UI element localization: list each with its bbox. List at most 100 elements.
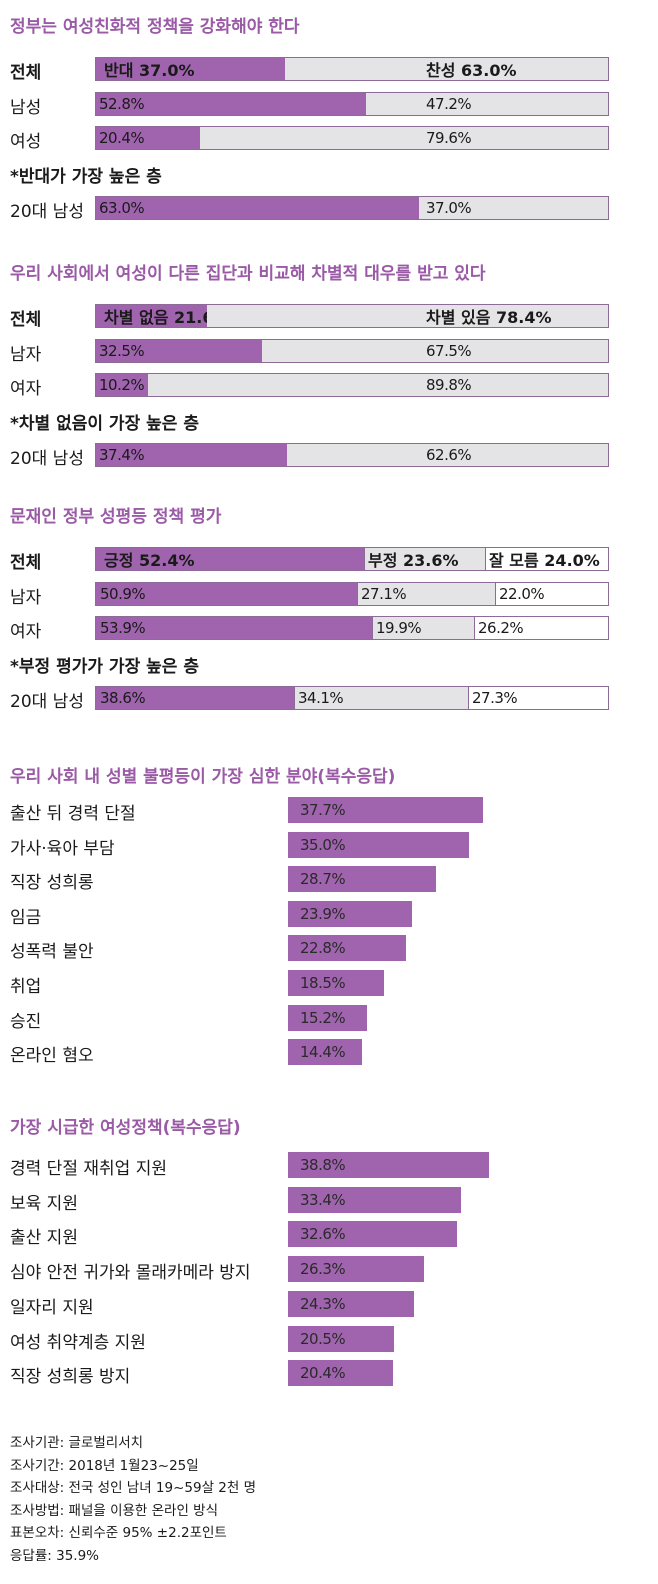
ranking-value-label: 35.0%: [300, 836, 346, 854]
ranking-bar: [288, 1152, 489, 1178]
bar-segment-3: [468, 687, 608, 709]
bar-segment-2: [200, 127, 608, 149]
bar-value-label: 20.4%: [99, 129, 145, 147]
survey-info-line: 조사기간: 2018년 1월23~25일: [10, 1457, 199, 1474]
ranking-label: 성폭력 불안: [10, 942, 94, 962]
ranking-value-label: 23.9%: [300, 905, 346, 923]
bar-value-label: 38.6%: [100, 689, 146, 707]
row-label: 전체: [10, 310, 42, 330]
bar-segment-1: [96, 617, 372, 639]
survey-info-line: 응답률: 35.9%: [10, 1547, 99, 1564]
ranking-value-label: 26.3%: [300, 1260, 346, 1278]
stacked-bar: 반대 37.0% 찬성 63.0%: [95, 57, 609, 81]
ranking-label: 출산 뒤 경력 단절: [10, 804, 136, 824]
bar-segment-2: [357, 583, 496, 605]
stacked-bar: 긍정 52.4% 부정 23.6% 잘 모름 24.0%: [95, 547, 609, 571]
ranking-value-label: 18.5%: [300, 974, 346, 992]
section-note: *부정 평가가 가장 높은 층: [10, 657, 199, 677]
ranking-bar: [288, 866, 436, 892]
ranking-value-label: 24.3%: [300, 1295, 346, 1313]
ranking-bar: [288, 797, 483, 823]
bar-value-label: 차별 없음 21.6%: [104, 308, 230, 327]
bar-segment-2: [285, 58, 608, 80]
bar-segment-2: [364, 548, 485, 570]
bar-segment-3: [485, 548, 608, 570]
bar-value-label: 50.9%: [100, 585, 146, 603]
ranking-value-label: 38.8%: [300, 1156, 346, 1174]
stacked-bar: 53.9% 19.9% 26.2%: [95, 616, 609, 640]
ranking-label: 보육 지원: [10, 1194, 78, 1214]
stacked-bar: 38.6% 34.1% 27.3%: [95, 686, 609, 710]
bar-value-label: 67.5%: [426, 342, 472, 360]
section-title: 우리 사회에서 여성이 다른 집단과 비교해 차별적 대우를 받고 있다: [10, 264, 486, 284]
ranking-value-label: 15.2%: [300, 1009, 346, 1027]
ranking-label: 가사·육아 부담: [10, 839, 115, 859]
stacked-bar: 37.4% 62.6%: [95, 443, 609, 467]
bar-value-label: 27.3%: [472, 689, 518, 707]
ranking-title: 우리 사회 내 성별 불평등이 가장 심한 분야(복수응답): [10, 767, 396, 787]
bar-value-label: 부정 23.6%: [368, 551, 459, 570]
ranking-value-label: 20.4%: [300, 1364, 346, 1382]
ranking-label: 직장 성희롱: [10, 873, 94, 893]
ranking-bar: [288, 1360, 393, 1386]
ranking-label: 일자리 지원: [10, 1298, 94, 1318]
ranking-label: 임금: [10, 908, 42, 928]
bar-segment-1: [96, 58, 285, 80]
stacked-bar: 32.5% 67.5%: [95, 339, 609, 363]
ranking-label: 여성 취약계층 지원: [10, 1333, 146, 1353]
ranking-bar: [288, 1187, 461, 1213]
ranking-label: 심야 안전 귀가와 몰래카메라 방지: [10, 1263, 251, 1283]
section-note: *반대가 가장 높은 층: [10, 167, 162, 187]
bar-segment-2: [294, 687, 469, 709]
bar-segment-3: [474, 617, 608, 639]
ranking-bar: [288, 1039, 362, 1065]
ranking-label: 온라인 혐오: [10, 1046, 94, 1066]
stacked-bar: 52.8% 47.2%: [95, 92, 609, 116]
row-label: 여자: [10, 622, 42, 642]
bar-value-label: 10.2%: [99, 376, 145, 394]
ranking-label: 취업: [10, 977, 42, 997]
highlight-row-label: 20대 남성: [10, 202, 84, 222]
ranking-title: 가장 시급한 여성정책(복수응답): [10, 1118, 241, 1138]
bar-segment-2: [207, 305, 608, 327]
bar-segment-2: [419, 197, 608, 219]
stacked-bar: 차별 없음 21.6% 차별 있음 78.4%: [95, 304, 609, 328]
row-label: 남자: [10, 588, 42, 608]
bar-segment-1: [96, 93, 366, 115]
bar-value-label: 찬성 63.0%: [426, 61, 517, 80]
survey-info-line: 표본오차: 신뢰수준 95% ±2.2포인트: [10, 1525, 227, 1541]
ranking-label: 직장 성희롱 방지: [10, 1367, 131, 1387]
ranking-label: 승진: [10, 1012, 42, 1032]
stacked-bar: 63.0% 37.0%: [95, 196, 609, 220]
ranking-bar: [288, 1291, 414, 1317]
bar-segment-1: [96, 548, 364, 570]
bar-segment-2: [372, 617, 474, 639]
ranking-value-label: 20.5%: [300, 1330, 346, 1348]
bar-value-label: 52.8%: [99, 95, 145, 113]
ranking-label: 경력 단절 재취업 지원: [10, 1159, 167, 1179]
ranking-value-label: 22.8%: [300, 939, 346, 957]
bar-segment-1: [96, 127, 200, 149]
ranking-value-label: 37.7%: [300, 801, 346, 819]
ranking-bar: [288, 970, 384, 996]
bar-segment-2: [366, 93, 608, 115]
bar-value-label: 37.0%: [426, 199, 472, 217]
bar-segment-2: [262, 340, 608, 362]
bar-value-label: 26.2%: [478, 619, 524, 637]
highlight-row-label: 20대 남성: [10, 692, 84, 712]
bar-value-label: 차별 있음 78.4%: [426, 308, 552, 327]
bar-value-label: 반대 37.0%: [104, 61, 195, 80]
ranking-bar: [288, 1256, 424, 1282]
row-label: 전체: [10, 553, 42, 573]
survey-info-line: 조사대상: 전국 성인 남녀 19~59살 2천 명: [10, 1480, 257, 1496]
bar-value-label: 긍정 52.4%: [104, 551, 195, 570]
bar-value-label: 22.0%: [499, 585, 545, 603]
bar-value-label: 89.8%: [426, 376, 472, 394]
ranking-bar: [288, 832, 469, 858]
survey-info-line: 조사기관: 글로벌리서치: [10, 1435, 144, 1451]
section-note: *차별 없음이 가장 높은 층: [10, 414, 199, 434]
bar-segment-3: [495, 583, 608, 605]
ranking-bar: [288, 935, 406, 961]
ranking-value-label: 32.6%: [300, 1225, 346, 1243]
bar-segment-1: [96, 583, 357, 605]
